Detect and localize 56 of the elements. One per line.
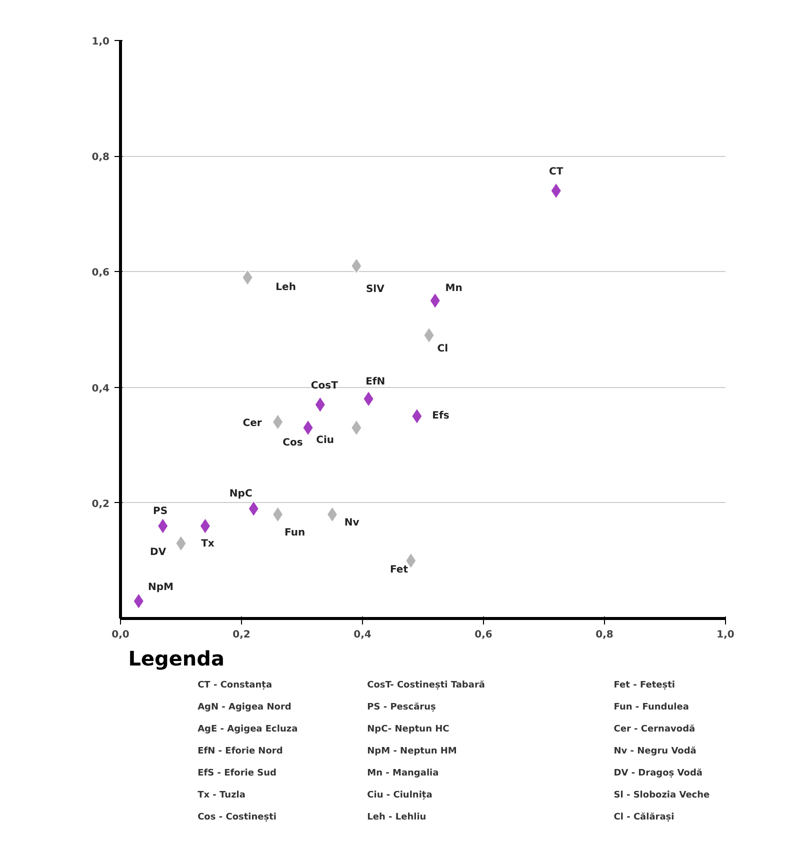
text: Mn - Mangalia bbox=[367, 768, 439, 778]
x-tick-label: 0,6 bbox=[474, 630, 492, 640]
text: Cl - Călărași bbox=[614, 812, 674, 822]
annotation: PS bbox=[153, 506, 168, 518]
text: Legenda bbox=[128, 646, 224, 670]
text: CT - Constanța bbox=[198, 680, 272, 690]
text: AgN - Agigea Nord bbox=[198, 702, 292, 712]
annotation: Leh bbox=[276, 282, 296, 294]
text: NpC- Neptun HC bbox=[367, 724, 450, 734]
point bbox=[272, 506, 284, 523]
text: EfN - Eforie Nord bbox=[198, 746, 283, 756]
text: Nv - Negru Vodă bbox=[614, 746, 696, 756]
y-tick-label: 0,4 bbox=[92, 383, 110, 394]
text: Sl - Slobozia Veche bbox=[614, 790, 710, 800]
annotation: CosT bbox=[310, 380, 338, 392]
annotation: SlV bbox=[366, 284, 385, 296]
y-tick-label: 0,6 bbox=[92, 268, 110, 279]
x-tick-label: 0,2 bbox=[232, 630, 250, 640]
annotation: Cl bbox=[437, 343, 448, 354]
annotation: Fun bbox=[284, 528, 306, 539]
annotation: Efs bbox=[432, 410, 450, 422]
point bbox=[272, 413, 284, 430]
text: CosT- Costinești Tabară bbox=[367, 680, 485, 690]
annotation: Mn bbox=[445, 283, 462, 294]
annotation: Nv bbox=[344, 517, 360, 528]
point bbox=[199, 518, 212, 535]
annotation: Cos bbox=[282, 438, 303, 449]
text: Fun - Fundulea bbox=[614, 702, 689, 712]
x-tick-label: 0,8 bbox=[596, 630, 614, 640]
text: AgE - Agigea Ecluza bbox=[198, 724, 298, 734]
x-tick-label: 0,0 bbox=[112, 630, 130, 640]
text: Cer - Cernavodă bbox=[614, 724, 696, 734]
text: NpM - Neptun HM bbox=[367, 746, 457, 756]
text: Cos - Costinești bbox=[198, 812, 277, 822]
annotation: Tx bbox=[201, 538, 215, 550]
x-tick-label: 1,0 bbox=[716, 630, 734, 640]
annotation: Ciu bbox=[316, 435, 334, 446]
text: Ciu - Ciulnița bbox=[367, 790, 432, 800]
point bbox=[326, 506, 338, 523]
annotation: CT bbox=[549, 166, 564, 178]
annotation: DV bbox=[150, 547, 166, 558]
text: DV - Dragoș Vodă bbox=[614, 768, 702, 778]
x-tick-label: 0,4 bbox=[354, 630, 372, 640]
annotation: EfN bbox=[366, 376, 386, 388]
annotation: NpC bbox=[229, 488, 252, 500]
annotation: Fet bbox=[390, 564, 408, 576]
annotation: Cer bbox=[242, 418, 262, 430]
annotation: NpM bbox=[148, 582, 174, 594]
text: Tx - Tuzla bbox=[198, 790, 246, 800]
y-tick-label: 1,0 bbox=[92, 36, 110, 48]
y-tick-label: 0,2 bbox=[92, 498, 110, 510]
text: EfS - Eforie Sud bbox=[198, 768, 276, 778]
text: Leh - Lehliu bbox=[367, 812, 426, 822]
text: PS - Pescăruș bbox=[367, 702, 436, 712]
text: Fet - Fetești bbox=[614, 680, 675, 690]
y-tick-label: 0,8 bbox=[92, 152, 110, 164]
